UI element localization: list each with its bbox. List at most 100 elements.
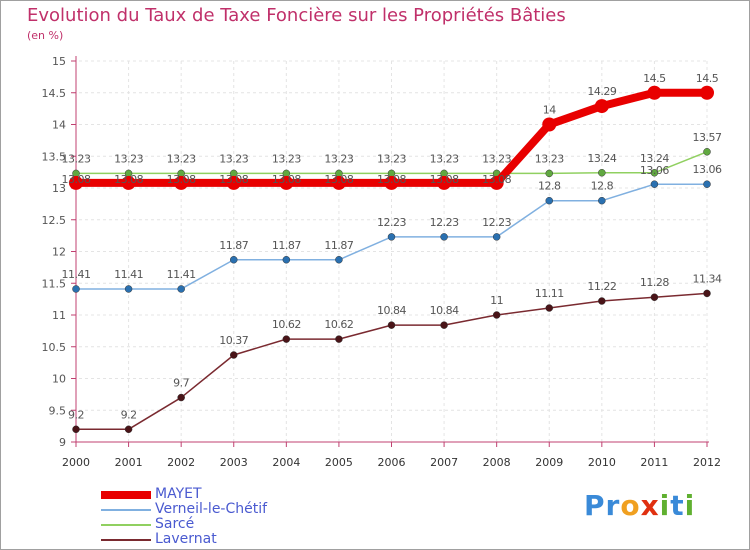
data-point-lavernat bbox=[387, 321, 396, 329]
data-point-mayet bbox=[542, 117, 557, 132]
data-point-mayet bbox=[174, 175, 189, 190]
data-label: 13.23 bbox=[114, 152, 143, 165]
data-point-mayet bbox=[121, 175, 136, 190]
data-label: 10.37 bbox=[219, 334, 248, 347]
data-point-verneil-le-ch-tif bbox=[230, 256, 238, 264]
data-point-lavernat bbox=[598, 297, 606, 305]
data-point-lavernat bbox=[177, 393, 185, 402]
data-point-lavernat bbox=[650, 293, 659, 301]
data-point-lavernat bbox=[440, 321, 448, 329]
data-label: 13.08 bbox=[324, 173, 353, 186]
x-tick-label: 2008 bbox=[483, 456, 511, 469]
data-point-lavernat bbox=[703, 289, 711, 298]
data-point-mayet bbox=[700, 85, 714, 100]
legend-swatch bbox=[101, 538, 151, 541]
data-label: 13.23 bbox=[272, 152, 301, 165]
data-label: 11.87 bbox=[324, 239, 353, 252]
x-tick-label: 2002 bbox=[167, 456, 195, 469]
y-tick-label: 14 bbox=[52, 119, 66, 132]
logo-letter: x bbox=[640, 489, 660, 522]
data-point-mayet bbox=[594, 99, 609, 114]
legend-swatch bbox=[101, 490, 151, 499]
data-label: 10.62 bbox=[324, 318, 353, 331]
x-tick-label: 2012 bbox=[693, 456, 721, 469]
data-label: 14 bbox=[543, 104, 556, 117]
logo-letter: i bbox=[659, 489, 671, 522]
data-point-verneil-le-ch-tif bbox=[598, 196, 606, 205]
data-label: 11.87 bbox=[272, 239, 301, 252]
data-point-sarc- bbox=[650, 169, 659, 177]
x-tick-label: 2009 bbox=[535, 456, 563, 469]
y-tick-label: 9 bbox=[59, 436, 66, 449]
data-label: 13.08 bbox=[482, 173, 511, 186]
data-label: 13.23 bbox=[377, 152, 406, 165]
data-point-lavernat bbox=[545, 304, 553, 312]
data-label: 13.08 bbox=[167, 173, 196, 186]
data-label: 11.41 bbox=[114, 268, 143, 281]
chart-legend: MAYET Verneil-le-Chétif Sarcé Lavernat bbox=[101, 487, 267, 547]
data-point-lavernat bbox=[492, 311, 501, 319]
logo-letter: P bbox=[584, 489, 606, 522]
x-tick-label: 2011 bbox=[640, 456, 668, 469]
data-label: 12.23 bbox=[430, 216, 459, 229]
proxiti-logo: Proxiti bbox=[584, 489, 695, 522]
data-label: 9.7 bbox=[173, 377, 189, 390]
data-label: 13.23 bbox=[324, 152, 353, 165]
data-label: 10.62 bbox=[272, 318, 301, 331]
data-label: 14.5 bbox=[643, 72, 666, 85]
data-label: 13.23 bbox=[219, 152, 248, 165]
legend-label: Lavernat bbox=[155, 531, 217, 547]
data-point-mayet bbox=[437, 175, 452, 190]
data-label: 11.41 bbox=[167, 268, 196, 281]
data-label: 13.06 bbox=[640, 164, 669, 177]
chart-title: Evolution du Taux de Taxe Foncière sur l… bbox=[27, 5, 566, 26]
legend-label: Verneil-le-Chétif bbox=[155, 501, 268, 517]
data-point-lavernat bbox=[335, 335, 343, 343]
data-point-verneil-le-ch-tif bbox=[492, 233, 501, 241]
legend-item: Verneil-le-Chétif bbox=[101, 502, 267, 517]
data-point-lavernat bbox=[124, 425, 133, 434]
data-point-verneil-le-ch-tif bbox=[387, 233, 396, 241]
data-point-lavernat bbox=[230, 351, 238, 359]
data-label: 13.06 bbox=[693, 163, 722, 176]
data-label: 11 bbox=[490, 294, 503, 307]
x-tick-label: 2004 bbox=[272, 456, 300, 469]
data-label: 14.29 bbox=[587, 85, 616, 98]
y-tick-label: 13 bbox=[52, 182, 66, 195]
data-point-verneil-le-ch-tif bbox=[282, 256, 291, 264]
data-label: 13.24 bbox=[587, 152, 616, 165]
data-label: 13.23 bbox=[482, 152, 511, 165]
legend-label: MAYET bbox=[155, 486, 202, 502]
legend-item: Sarcé bbox=[101, 517, 267, 532]
legend-item: MAYET bbox=[101, 487, 267, 502]
y-tick-label: 10 bbox=[52, 373, 66, 386]
y-tick-label: 13.5 bbox=[42, 150, 67, 163]
data-label: 11.28 bbox=[640, 276, 669, 289]
data-label: 13.23 bbox=[535, 152, 564, 165]
data-point-mayet bbox=[489, 175, 504, 190]
x-tick-label: 2006 bbox=[378, 456, 406, 469]
data-label: 13.24 bbox=[640, 152, 669, 165]
data-label: 13.57 bbox=[693, 131, 722, 144]
data-label: 13.23 bbox=[167, 152, 196, 165]
data-label: 9.2 bbox=[68, 408, 84, 421]
data-label: 11.87 bbox=[219, 239, 248, 252]
data-point-verneil-le-ch-tif bbox=[703, 180, 711, 188]
data-label: 13.08 bbox=[272, 173, 301, 186]
data-point-sarc- bbox=[598, 169, 606, 177]
logo-letter: r bbox=[605, 489, 621, 522]
data-label: 10.84 bbox=[377, 304, 406, 317]
data-label: 11.41 bbox=[62, 268, 91, 281]
y-tick-label: 12.5 bbox=[42, 214, 67, 227]
data-label: 13.08 bbox=[62, 173, 91, 186]
data-label: 11.22 bbox=[587, 280, 616, 293]
legend-label: Sarcé bbox=[155, 516, 195, 532]
data-point-sarc- bbox=[545, 169, 553, 178]
data-point-verneil-le-ch-tif bbox=[335, 256, 343, 264]
data-label: 12.23 bbox=[377, 216, 406, 229]
y-tick-label: 11.5 bbox=[42, 277, 67, 290]
data-point-verneil-le-ch-tif bbox=[72, 285, 80, 293]
data-label: 12.8 bbox=[538, 180, 561, 193]
data-point-verneil-le-ch-tif bbox=[650, 180, 659, 188]
data-point-verneil-le-ch-tif bbox=[124, 285, 133, 293]
